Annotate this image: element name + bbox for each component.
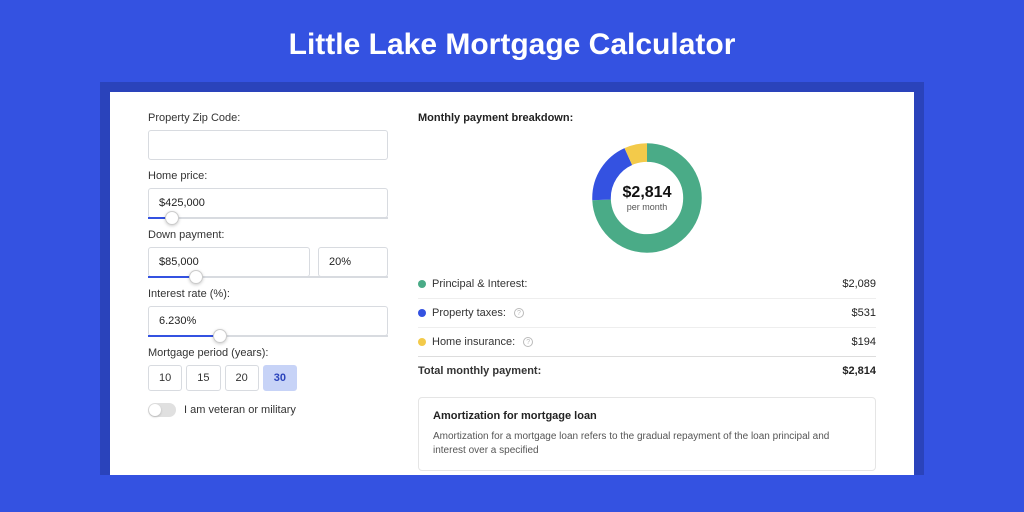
zip-input[interactable] <box>148 130 388 160</box>
amortization-title: Amortization for mortgage loan <box>433 410 861 422</box>
total-value: $2,814 <box>842 365 876 377</box>
form-column: Property Zip Code: Home price: Down paym… <box>148 112 388 471</box>
interest-rate-slider-thumb[interactable] <box>213 329 227 343</box>
amortization-text: Amortization for a mortgage loan refers … <box>433 430 861 458</box>
donut-amount: $2,814 <box>623 184 672 202</box>
legend-value: $531 <box>852 307 876 319</box>
period-btn-15[interactable]: 15 <box>186 365 220 391</box>
interest-rate-field-group: Interest rate (%): <box>148 288 388 337</box>
mortgage-period-buttons: 10152030 <box>148 365 388 391</box>
breakdown-title: Monthly payment breakdown: <box>418 112 876 124</box>
legend-row: Principal & Interest: $2,089 <box>418 270 876 298</box>
donut-chart-wrap: $2,814 per month <box>418 134 876 270</box>
legend-value: $2,089 <box>842 278 876 290</box>
zip-label: Property Zip Code: <box>148 112 388 124</box>
card-shadow: Property Zip Code: Home price: Down paym… <box>100 82 924 475</box>
legend: Principal & Interest: $2,089 Property taxe… <box>418 270 876 356</box>
home-price-label: Home price: <box>148 170 388 182</box>
down-payment-percent-input[interactable] <box>318 247 388 277</box>
legend-dot <box>418 309 426 317</box>
down-payment-field-group: Down payment: <box>148 229 388 278</box>
page-title: Little Lake Mortgage Calculator <box>0 0 1024 82</box>
donut-center: $2,814 per month <box>587 138 707 258</box>
info-icon[interactable]: ? <box>523 337 533 347</box>
interest-rate-label: Interest rate (%): <box>148 288 388 300</box>
down-payment-slider-thumb[interactable] <box>189 270 203 284</box>
donut-chart: $2,814 per month <box>587 138 707 258</box>
legend-label: Home insurance: <box>432 336 515 348</box>
down-payment-slider[interactable] <box>148 276 388 278</box>
calculator-card: Property Zip Code: Home price: Down paym… <box>110 92 914 475</box>
home-price-input[interactable] <box>148 188 388 218</box>
legend-dot <box>418 338 426 346</box>
home-price-field-group: Home price: <box>148 170 388 219</box>
total-label: Total monthly payment: <box>418 365 541 377</box>
home-price-slider[interactable] <box>148 217 388 219</box>
legend-row: Property taxes:? $531 <box>418 298 876 327</box>
veteran-toggle[interactable] <box>148 403 176 417</box>
interest-rate-slider[interactable] <box>148 335 388 337</box>
down-payment-input[interactable] <box>148 247 310 277</box>
info-icon[interactable]: ? <box>514 308 524 318</box>
veteran-label: I am veteran or military <box>184 404 296 416</box>
legend-value: $194 <box>852 336 876 348</box>
home-price-slider-thumb[interactable] <box>165 211 179 225</box>
period-btn-30[interactable]: 30 <box>263 365 297 391</box>
period-btn-10[interactable]: 10 <box>148 365 182 391</box>
period-btn-20[interactable]: 20 <box>225 365 259 391</box>
mortgage-period-label: Mortgage period (years): <box>148 347 388 359</box>
interest-rate-input[interactable] <box>148 306 388 336</box>
donut-sub: per month <box>627 202 668 212</box>
zip-field-group: Property Zip Code: <box>148 112 388 160</box>
legend-dot <box>418 280 426 288</box>
mortgage-period-field-group: Mortgage period (years): 10152030 <box>148 347 388 391</box>
amortization-card: Amortization for mortgage loan Amortizat… <box>418 397 876 471</box>
breakdown-column: Monthly payment breakdown: $2,814 per mo… <box>418 112 876 471</box>
veteran-toggle-knob <box>149 404 161 416</box>
legend-label: Property taxes: <box>432 307 506 319</box>
veteran-toggle-row: I am veteran or military <box>148 403 388 417</box>
total-row: Total monthly payment: $2,814 <box>418 356 876 385</box>
down-payment-label: Down payment: <box>148 229 388 241</box>
legend-label: Principal & Interest: <box>432 278 527 290</box>
legend-row: Home insurance:? $194 <box>418 327 876 356</box>
